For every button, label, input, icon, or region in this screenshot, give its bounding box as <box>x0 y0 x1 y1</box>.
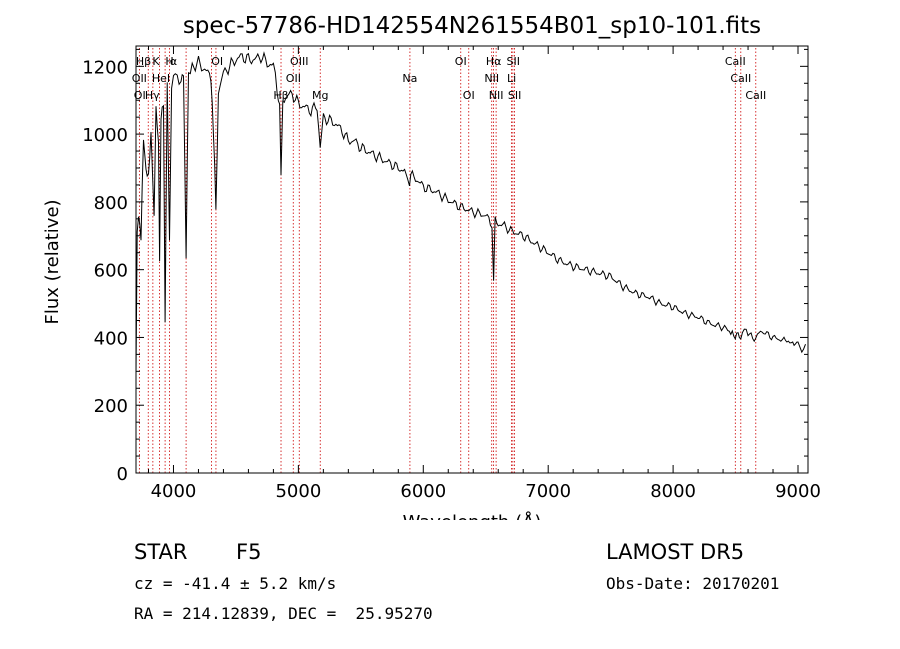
x-axis-ticks: 4000 5000 6000 7000 8000 9000 <box>147 46 821 502</box>
x-axis-label: Wavelength (Å) <box>403 511 542 520</box>
line-label: NII <box>484 72 499 85</box>
x-tick-label: 7000 <box>525 481 571 502</box>
line-label: OI <box>463 89 475 102</box>
survey-name: LAMOST DR5 <box>606 540 745 564</box>
x-tick-label: 9000 <box>775 481 821 502</box>
line-label: SII <box>506 55 519 68</box>
line-label: K <box>152 55 160 68</box>
line-label: HeI <box>152 72 170 85</box>
x-tick-label: 8000 <box>650 481 696 502</box>
coordinates: RA = 214.12839, DEC = 25.95270 <box>134 604 433 623</box>
observation-date: Obs-Date: 20170201 <box>606 574 780 593</box>
line-label: H <box>165 55 173 68</box>
y-tick-label: 1200 <box>82 57 128 78</box>
line-label: OI <box>134 89 146 102</box>
line-label: Mg <box>312 89 328 102</box>
x-tick-label: 4000 <box>151 481 197 502</box>
line-label: OII <box>286 72 301 85</box>
line-label: Hα <box>486 55 502 68</box>
x-tick-label: 5000 <box>275 481 321 502</box>
spectrum-chart: spec-57786-HD142554N261554B01_sp10-101.f… <box>42 13 821 520</box>
y-tick-label: 0 <box>117 464 128 485</box>
line-label: Hβ <box>273 89 288 102</box>
y-axis-label: Flux (relative) <box>42 199 63 324</box>
spectral-subclass: F5 <box>236 540 262 564</box>
line-label: OIII <box>290 55 308 68</box>
line-label: CaII <box>745 89 766 102</box>
y-axis-ticks: 0 200 400 600 800 1000 1200 <box>82 48 808 485</box>
redshift-velocity: cz = -41.4 ± 5.2 km/s <box>134 574 337 593</box>
plot-frame <box>135 45 809 474</box>
line-label: SII <box>508 89 521 102</box>
line-label: OI <box>211 55 223 68</box>
line-label: Na <box>402 72 417 85</box>
chart-title: spec-57786-HD142554N261554B01_sp10-101.f… <box>183 13 761 39</box>
line-label: Hγ <box>145 89 160 102</box>
line-label: CaII <box>730 72 751 85</box>
line-label: OI <box>455 55 467 68</box>
line-label: Li <box>507 72 516 85</box>
y-tick-label: 400 <box>94 328 128 349</box>
y-tick-label: 1000 <box>82 125 128 146</box>
line-label: α <box>170 55 177 68</box>
line-label: CaII <box>725 55 746 68</box>
y-tick-label: 800 <box>94 193 128 214</box>
line-label: NII <box>489 89 504 102</box>
x-tick-label: 6000 <box>400 481 446 502</box>
spectrum-line <box>135 51 806 374</box>
object-class: STAR <box>134 540 188 564</box>
line-label: Hβ <box>136 55 151 68</box>
y-tick-label: 200 <box>94 396 128 417</box>
y-tick-label: 600 <box>94 261 128 282</box>
emission-line-markers <box>138 48 757 473</box>
